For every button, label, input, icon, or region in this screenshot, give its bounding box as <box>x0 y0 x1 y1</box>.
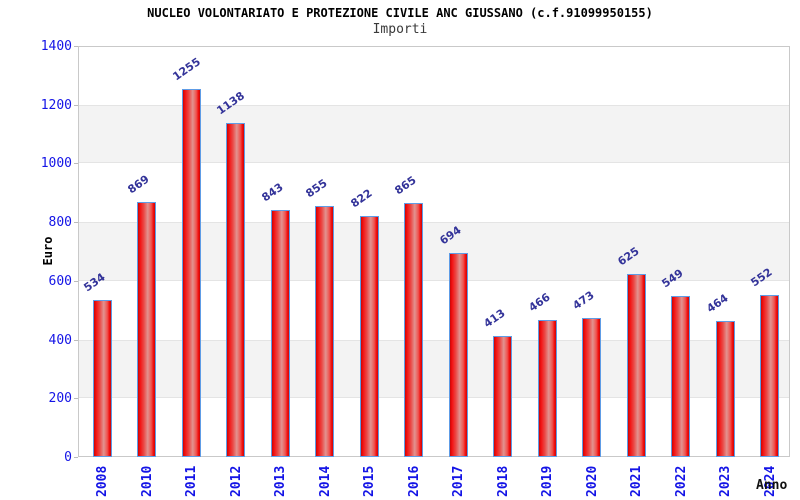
plot-area <box>78 46 790 457</box>
chart-subtitle: Importi <box>372 22 428 37</box>
bar <box>627 273 646 457</box>
x-tick-label: 2008 <box>95 465 110 497</box>
y-tick-mark <box>74 46 78 47</box>
x-axis-title: Anno <box>756 478 788 493</box>
x-tick-label: 2022 <box>674 465 689 497</box>
bar <box>716 320 735 457</box>
bar <box>760 294 779 457</box>
bar <box>582 318 601 457</box>
y-tick-mark <box>74 457 78 458</box>
x-tick-label: 2016 <box>407 465 422 497</box>
x-tick-label: 2020 <box>585 465 600 497</box>
x-tick-label: 2023 <box>718 465 733 497</box>
x-tick-label: 2013 <box>273 465 288 497</box>
x-tick-label: 2010 <box>140 465 155 497</box>
x-tick-label: 2021 <box>629 465 644 497</box>
x-tick-label: 2015 <box>362 465 377 497</box>
bar <box>182 88 201 457</box>
y-axis-title: Euro <box>41 236 55 266</box>
x-tick-label: 2012 <box>229 465 244 497</box>
bar <box>226 122 245 457</box>
bar <box>271 209 290 457</box>
bar <box>137 201 156 457</box>
bar <box>93 300 112 457</box>
y-tick-mark <box>74 339 78 341</box>
bar <box>538 320 557 457</box>
y-tick-label: 200 <box>48 391 72 407</box>
bar <box>404 203 423 457</box>
y-tick-label: 1000 <box>40 156 72 172</box>
x-tick-label: 2018 <box>496 465 511 497</box>
y-tick-label: 800 <box>48 215 72 231</box>
y-tick-label: 0 <box>64 450 72 465</box>
y-tick-label: 1400 <box>40 39 72 54</box>
x-tick-label: 2014 <box>318 465 333 497</box>
y-tick-label: 600 <box>48 273 72 289</box>
y-tick-mark <box>74 163 78 165</box>
x-tick-label: 2019 <box>540 465 555 497</box>
bar <box>671 295 690 457</box>
y-tick-mark <box>74 104 78 106</box>
y-tick-label: 400 <box>48 332 72 348</box>
y-tick-label: 1200 <box>40 97 72 113</box>
bar <box>360 215 379 457</box>
x-tick-label: 2017 <box>451 465 466 497</box>
x-tick-label: 2011 <box>184 465 199 497</box>
y-tick-mark <box>74 222 78 224</box>
chart-title: NUCLEO VOLONTARIATO E PROTEZIONE CIVILE … <box>147 6 653 20</box>
bar <box>493 335 512 457</box>
y-tick-mark <box>74 280 78 282</box>
bar <box>315 205 334 457</box>
bar <box>449 253 468 457</box>
y-tick-mark <box>74 398 78 400</box>
